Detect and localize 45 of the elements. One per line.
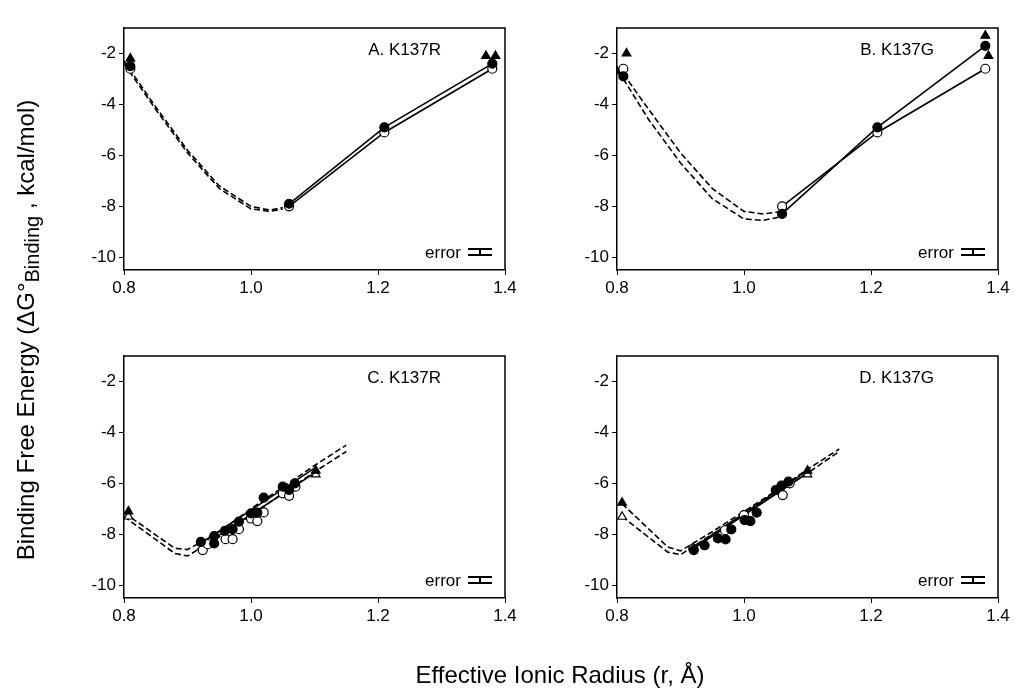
- x-tick-label: 1.4: [493, 605, 517, 625]
- y-tick-label: -8: [593, 196, 609, 215]
- x-tick-label: 1.2: [366, 605, 390, 625]
- annotation: error: [425, 243, 462, 262]
- y-tick-label: -4: [593, 94, 609, 114]
- y-tick-label: -10: [584, 246, 609, 266]
- y-tick-label: -2: [593, 371, 609, 391]
- y-tick-label: -2: [593, 43, 609, 63]
- y-tick-label: -2: [100, 43, 116, 63]
- x-tick-label: 0.8: [112, 277, 136, 297]
- x-tick-label: 1.2: [859, 277, 883, 297]
- x-tick-label: 0.8: [605, 605, 629, 625]
- text: D. K137G: [859, 368, 934, 387]
- x-tick-label: 1.4: [986, 277, 1010, 297]
- text: C. K137R: [367, 368, 441, 387]
- text: B. K137G: [860, 40, 934, 59]
- y-tick-label: -8: [100, 524, 116, 543]
- annotation: error: [918, 243, 955, 262]
- annotation: error: [918, 571, 955, 590]
- y-tick-label: -8: [100, 196, 116, 215]
- y-tick-label: -4: [593, 422, 609, 442]
- y-tick-label: -10: [91, 246, 116, 266]
- x-tick-label: 1.0: [239, 277, 263, 297]
- annotation: error: [425, 571, 462, 590]
- x-tick-label: 1.0: [239, 605, 263, 625]
- text: A. K137R: [368, 40, 441, 59]
- x-tick-label: 1.0: [732, 605, 756, 625]
- x-tick-label: 1.2: [366, 277, 390, 297]
- y-tick-label: -6: [100, 473, 116, 493]
- x-tick-label: 1.0: [732, 277, 756, 297]
- y-tick-label: -8: [593, 524, 609, 543]
- y-tick-label: -6: [100, 145, 116, 165]
- x-axis-title: Effective Ionic Radius (r, Å): [415, 661, 705, 689]
- x-tick-label: 0.8: [605, 277, 629, 297]
- y-tick-label: -10: [584, 574, 609, 594]
- x-tick-label: 1.4: [493, 277, 517, 297]
- y-tick-label: -6: [593, 473, 609, 493]
- y-tick-label: -2: [100, 371, 116, 391]
- x-tick-label: 0.8: [112, 605, 136, 625]
- y-tick-label: -4: [100, 94, 116, 114]
- x-tick-label: 1.2: [859, 605, 883, 625]
- x-tick-label: 1.4: [986, 605, 1010, 625]
- y-tick-label: -4: [100, 422, 116, 442]
- y-tick-label: -6: [593, 145, 609, 165]
- y-tick-label: -10: [91, 574, 116, 594]
